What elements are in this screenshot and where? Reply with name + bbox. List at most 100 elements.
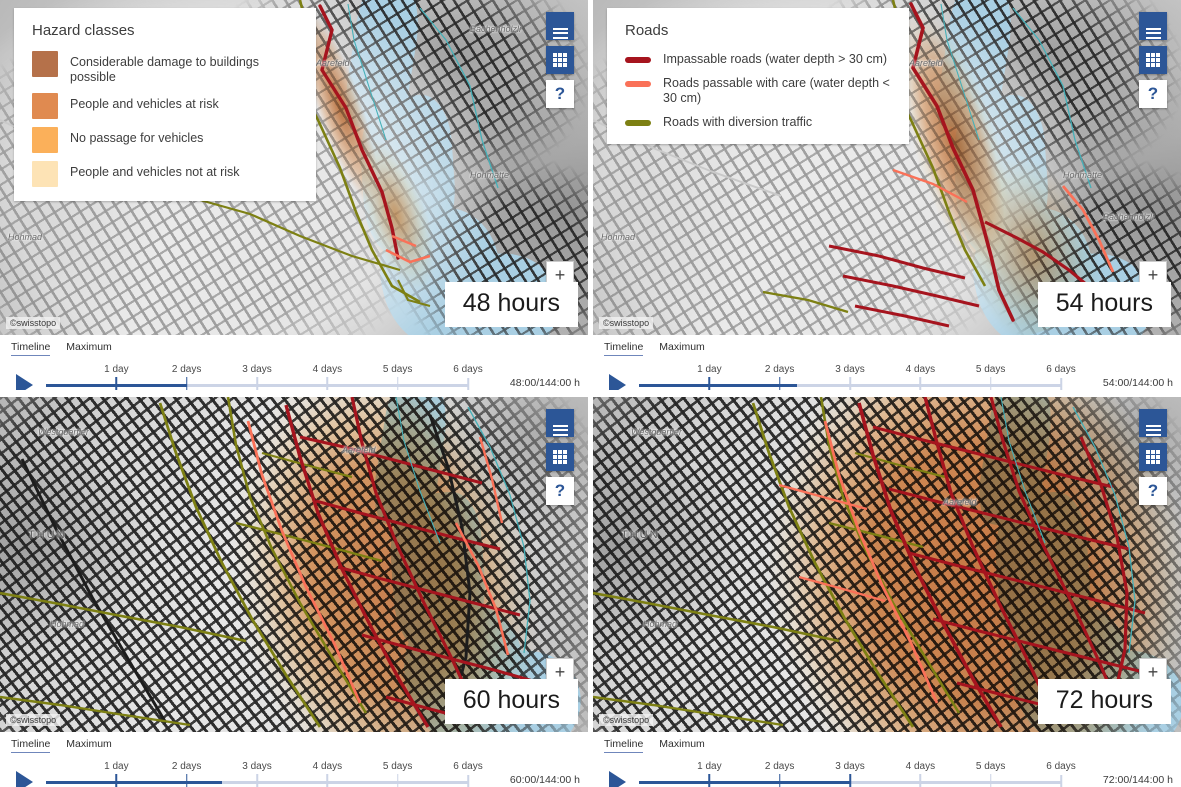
legend-item-label: People and vehicles not at risk [70, 165, 240, 179]
play-button[interactable] [16, 771, 33, 787]
map-attribution: ©swisstopo [599, 317, 654, 329]
help-button[interactable]: ? [546, 477, 574, 505]
hamburger-icon [552, 25, 568, 40]
map-canvas[interactable]: Aarefeld Hohmad Hohmatte Bächenhölzli Ha… [0, 0, 588, 335]
menu-button[interactable] [546, 12, 574, 40]
map-controls: ? [546, 12, 574, 108]
timeline-track[interactable]: 1 day 2 days 3 days 4 days 5 days 6 days [639, 761, 1076, 787]
timeline-day-label: 2 days [171, 364, 202, 375]
timeline-tabs: Timeline Maximum [0, 341, 588, 356]
hazard-swatch-2 [32, 93, 58, 119]
timeline-bar: Timeline Maximum 1 day 2 days 3 days 4 d… [593, 335, 1181, 390]
hazard-swatch-4 [32, 161, 58, 187]
timeline-bar: Timeline Maximum 1 day 2 days 3 days 4 d… [0, 732, 588, 787]
timeline-tabs: Timeline Maximum [593, 738, 1181, 753]
timeline-track[interactable]: 1 day 2 days 3 days 4 days 5 days 6 days [46, 761, 483, 787]
timeline-day-label: 4 days [312, 761, 343, 772]
tab-maximum[interactable]: Maximum [66, 738, 112, 750]
timeline-day-label: 6 days [453, 761, 483, 772]
legend-item: People and vehicles at risk [28, 93, 300, 119]
menu-button[interactable] [546, 409, 574, 437]
tab-timeline[interactable]: Timeline [11, 341, 51, 356]
hours-label: 48 hours [444, 282, 578, 327]
map-panel-72h: Westquartier THUN Hohmad Aarefeld ? + ©s… [593, 397, 1181, 787]
timeline-track[interactable]: 1 day 2 days 3 days 4 days 5 days 6 days [639, 364, 1076, 390]
legend-item: Roads passable with care (water depth < … [621, 75, 893, 106]
layers-button[interactable] [1139, 443, 1167, 471]
timeline-day-label: 6 days [1046, 364, 1076, 375]
layers-button[interactable] [546, 46, 574, 74]
map-controls: ? [1139, 409, 1167, 505]
timeline-day-label: 5 days [975, 364, 1006, 375]
layers-button[interactable] [1139, 46, 1167, 74]
tab-maximum[interactable]: Maximum [66, 341, 112, 353]
timeline-value: 72:00/144:00 h [1102, 774, 1173, 786]
grid-icon [553, 450, 567, 464]
timeline-day-label: 1 day [697, 364, 722, 375]
timeline-bar: Timeline Maximum 1 day 2 days 3 days 4 d… [0, 335, 588, 390]
help-button[interactable]: ? [546, 80, 574, 108]
map-canvas[interactable]: Westquartier THUN Hohmad Aarefeld ? + ©s… [593, 397, 1181, 732]
menu-button[interactable] [1139, 12, 1167, 40]
timeline-day-label: 5 days [382, 364, 413, 375]
roads-legend: Roads Impassable roads (water depth > 30… [607, 8, 909, 144]
timeline-day-label: 5 days [975, 761, 1006, 772]
road-swatch-impassable [625, 57, 651, 63]
legend-item-label: No passage for vehicles [70, 131, 204, 145]
grid-icon [1146, 450, 1160, 464]
tab-maximum[interactable]: Maximum [659, 738, 705, 750]
play-button[interactable] [16, 374, 33, 390]
timeline-day-label: 6 days [1046, 761, 1076, 772]
timeline-day-label: 2 days [171, 761, 202, 772]
timeline-day-label: 1 day [104, 761, 129, 772]
legend-item-label: Roads with diversion traffic [663, 115, 813, 129]
timeline-day-label: 5 days [382, 761, 413, 772]
help-button[interactable]: ? [1139, 80, 1167, 108]
timeline-track[interactable]: 1 day 2 days 3 days 4 days 5 days 6 days [46, 364, 483, 390]
menu-button[interactable] [1139, 409, 1167, 437]
map-panel-54h: Aarefeld Hohmad Hohmatte Bächenhölzli Ro… [593, 0, 1181, 390]
map-canvas[interactable]: Aarefeld Hohmad Hohmatte Bächenhölzli Ro… [593, 0, 1181, 335]
timeline-day-label: 2 days [764, 364, 795, 375]
timeline-day-label: 1 day [697, 761, 722, 772]
tab-timeline[interactable]: Timeline [604, 738, 644, 753]
map-canvas[interactable]: Westquartier THUN Hohmad Aarefeld ? + ©s… [0, 397, 588, 732]
timeline-progress [639, 781, 850, 784]
timeline-day-label: 4 days [905, 364, 936, 375]
timeline-tabs: Timeline Maximum [0, 738, 588, 753]
hours-label: 72 hours [1037, 679, 1171, 724]
map-attribution: ©swisstopo [6, 714, 61, 726]
hamburger-icon [552, 422, 568, 437]
map-panel-48h: Aarefeld Hohmad Hohmatte Bächenhölzli Ha… [0, 0, 588, 390]
map-controls: ? [1139, 12, 1167, 108]
road-swatch-diversion [625, 120, 651, 126]
tab-maximum[interactable]: Maximum [659, 341, 705, 353]
hours-label: 54 hours [1037, 282, 1171, 327]
hamburger-icon [1145, 25, 1161, 40]
tab-timeline[interactable]: Timeline [11, 738, 51, 753]
play-button[interactable] [609, 771, 626, 787]
timeline-day-label: 1 day [104, 364, 129, 375]
timeline-day-label: 6 days [453, 364, 483, 375]
timeline-day-label: 4 days [905, 761, 936, 772]
legend-item-label: Considerable damage to buildings possibl… [70, 55, 260, 84]
timeline-day-label: 3 days [242, 364, 272, 375]
help-button[interactable]: ? [1139, 477, 1167, 505]
hazard-swatch-3 [32, 127, 58, 153]
timeline-progress [46, 781, 222, 784]
timeline-value: 54:00/144:00 h [1102, 377, 1173, 389]
grid-icon [1146, 53, 1160, 67]
timeline-day-label: 3 days [242, 761, 272, 772]
hamburger-icon [1145, 422, 1161, 437]
legend-item: Impassable roads (water depth > 30 cm) [621, 51, 893, 67]
play-button[interactable] [609, 374, 626, 390]
hazard-classes-legend: Hazard classes Considerable damage to bu… [14, 8, 316, 201]
legend-item: No passage for vehicles [28, 127, 300, 153]
layers-button[interactable] [546, 443, 574, 471]
timeline-day-label: 2 days [764, 761, 795, 772]
timeline-value: 60:00/144:00 h [509, 774, 580, 786]
timeline-value: 48:00/144:00 h [509, 377, 580, 389]
map-panel-60h: Westquartier THUN Hohmad Aarefeld ? + ©s… [0, 397, 588, 787]
tab-timeline[interactable]: Timeline [604, 341, 644, 356]
timeline-day-label: 4 days [312, 364, 343, 375]
